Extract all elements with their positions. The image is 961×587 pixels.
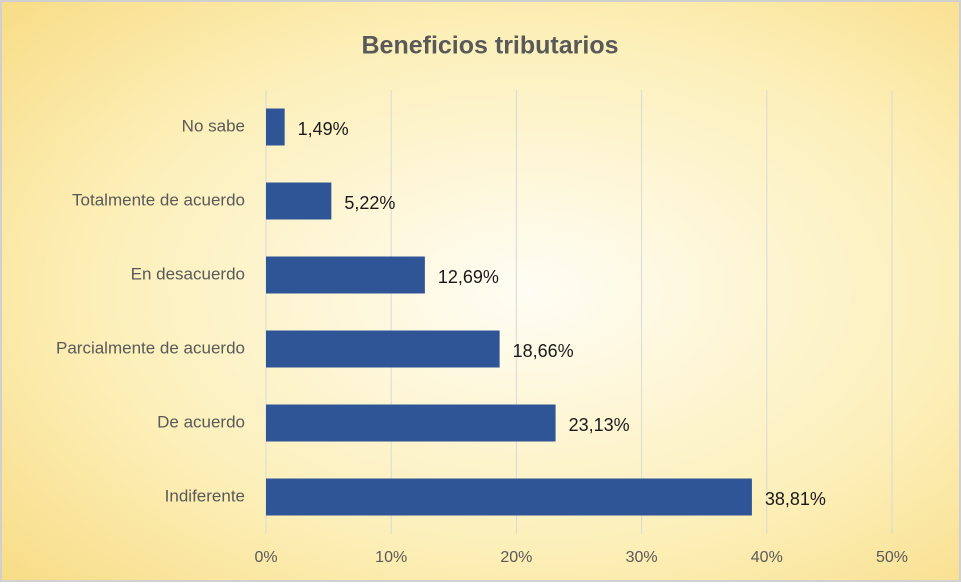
bar (266, 182, 332, 220)
value-label: 5,22% (344, 193, 395, 213)
bar (266, 330, 500, 368)
x-tick-label: 50% (876, 549, 908, 566)
value-label: 1,49% (298, 119, 349, 139)
value-label: 12,69% (438, 267, 499, 287)
x-tick-label: 40% (751, 549, 783, 566)
x-tick-label: 30% (626, 549, 658, 566)
x-tick-label: 20% (500, 549, 532, 566)
y-tick-label: Parcialmente de acuerdo (56, 338, 245, 357)
y-tick-label: De acuerdo (157, 412, 245, 431)
bar (266, 256, 425, 294)
value-label: 18,66% (513, 341, 574, 361)
x-tick-label: 0% (254, 549, 277, 566)
y-tick-label: No sabe (182, 116, 245, 135)
bar (266, 108, 285, 146)
x-tick-label: 10% (375, 549, 407, 566)
value-label: 23,13% (569, 415, 630, 435)
y-tick-label: En desacuerdo (131, 264, 245, 283)
chart-title: Beneficios tributarios (362, 32, 619, 60)
y-tick-label: Totalmente de acuerdo (72, 190, 245, 209)
bar (266, 478, 752, 516)
value-label: 38,81% (765, 489, 826, 509)
y-tick-label: Indiferente (165, 486, 245, 505)
bar (266, 404, 556, 442)
